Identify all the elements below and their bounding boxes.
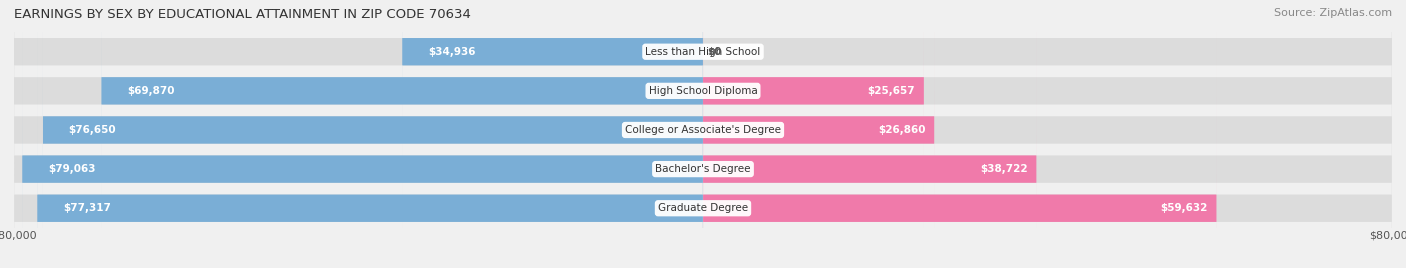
- Text: $34,936: $34,936: [427, 47, 475, 57]
- Text: High School Diploma: High School Diploma: [648, 86, 758, 96]
- FancyBboxPatch shape: [101, 0, 703, 268]
- FancyBboxPatch shape: [44, 0, 703, 268]
- FancyBboxPatch shape: [703, 0, 924, 268]
- Text: $59,632: $59,632: [1160, 203, 1208, 213]
- FancyBboxPatch shape: [703, 0, 935, 268]
- Text: $77,317: $77,317: [63, 203, 111, 213]
- Text: Less than High School: Less than High School: [645, 47, 761, 57]
- FancyBboxPatch shape: [14, 0, 1392, 268]
- Text: $79,063: $79,063: [48, 164, 96, 174]
- Text: EARNINGS BY SEX BY EDUCATIONAL ATTAINMENT IN ZIP CODE 70634: EARNINGS BY SEX BY EDUCATIONAL ATTAINMEN…: [14, 8, 471, 21]
- FancyBboxPatch shape: [14, 0, 1392, 268]
- Text: $0: $0: [707, 47, 721, 57]
- FancyBboxPatch shape: [14, 0, 1392, 268]
- Text: Graduate Degree: Graduate Degree: [658, 203, 748, 213]
- FancyBboxPatch shape: [22, 0, 703, 268]
- FancyBboxPatch shape: [703, 0, 1036, 268]
- FancyBboxPatch shape: [37, 0, 703, 268]
- FancyBboxPatch shape: [14, 0, 1392, 268]
- Text: Bachelor's Degree: Bachelor's Degree: [655, 164, 751, 174]
- Text: $26,860: $26,860: [879, 125, 925, 135]
- Text: $76,650: $76,650: [69, 125, 117, 135]
- Text: Source: ZipAtlas.com: Source: ZipAtlas.com: [1274, 8, 1392, 18]
- FancyBboxPatch shape: [14, 0, 1392, 268]
- Text: $69,870: $69,870: [127, 86, 174, 96]
- FancyBboxPatch shape: [703, 0, 1216, 268]
- Text: College or Associate's Degree: College or Associate's Degree: [626, 125, 780, 135]
- Text: $25,657: $25,657: [868, 86, 915, 96]
- FancyBboxPatch shape: [402, 0, 703, 268]
- Text: $38,722: $38,722: [980, 164, 1028, 174]
